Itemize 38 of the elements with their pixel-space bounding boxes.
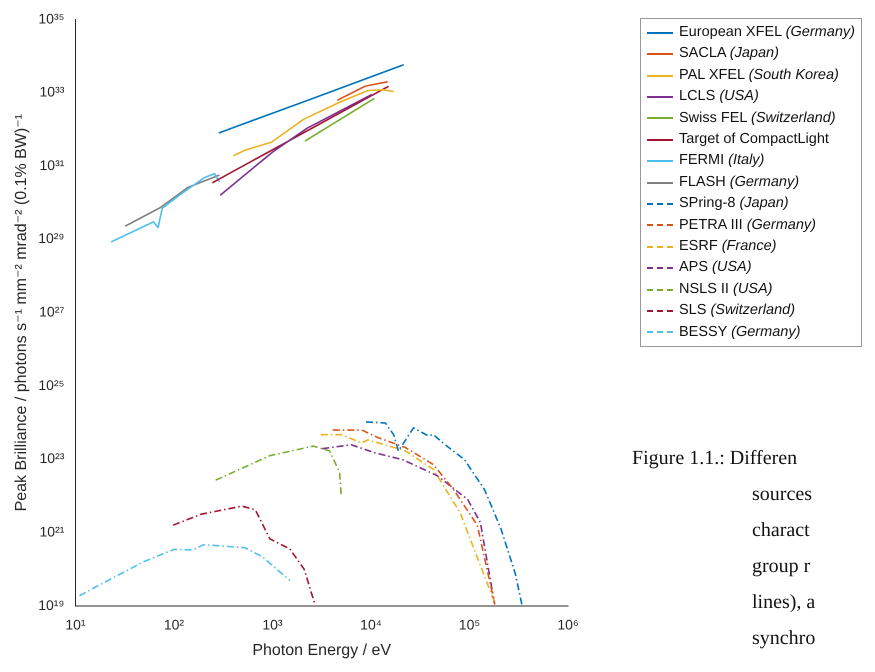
x-tick-label: 10⁵ [458, 616, 480, 632]
y-tick-label: 10²¹ [40, 524, 65, 540]
legend-label: Swiss FEL (Switzerland) [679, 108, 836, 128]
legend-label: PETRA III (Germany) [679, 216, 816, 235]
text: lines), a [751, 590, 816, 615]
y-axis-title: Peak Brilliance / photons s⁻¹ mm⁻² mrad⁻² (0.1% BW)⁻¹ [13, 114, 30, 512]
y-tick-label: 10³³ [40, 84, 65, 100]
y-tick-label: 10²³ [40, 450, 65, 466]
x-axis-title: Photon Energy / eV [252, 642, 392, 659]
legend-label: NSLS II (USA) [679, 280, 772, 299]
legend-label: Target of CompactLight [679, 130, 829, 150]
y-tick-label: 10³¹ [40, 156, 65, 173]
x-tick-label: 10⁴ [360, 616, 382, 632]
y-tick-label: 10²⁷ [39, 304, 64, 320]
legend-label: BESSY (Germany) [679, 322, 800, 342]
x-tick-label: 10² [164, 616, 184, 632]
legend-label: SLS (Switzerland) [679, 301, 796, 320]
text: synchro [751, 626, 816, 651]
legend-label: SPring-8 (Japan) [679, 194, 789, 214]
x-tick-label: 10³ [262, 616, 283, 632]
y-tick-label: 10²⁵ [38, 376, 64, 393]
legend-label: SACLA (Japan) [679, 44, 779, 64]
text: charact [751, 518, 811, 543]
text: group r [751, 554, 812, 579]
legend-label: LCLS (USA) [679, 87, 759, 106]
legend-label: FERMI (Italy) [679, 151, 764, 170]
legend-label: APS (USA) [679, 258, 752, 278]
x-tick-label: 10⁶ [557, 616, 579, 632]
y-tick-label: 10²⁹ [38, 230, 64, 246]
legend-label: European XFEL (Germany) [679, 23, 855, 42]
legend-label: PAL XFEL (South Korea) [679, 66, 839, 85]
y-tick-label: 10¹⁹ [38, 596, 64, 613]
text: sources [751, 482, 813, 507]
legend-label: FLASH (Germany) [679, 172, 800, 192]
x-tick-label: 10¹ [65, 616, 86, 632]
y-tick-label: 10³⁵ [38, 10, 64, 26]
legend-label: ESRF (France) [679, 237, 776, 256]
caption: Figure 1.1.: Differen [632, 446, 798, 471]
